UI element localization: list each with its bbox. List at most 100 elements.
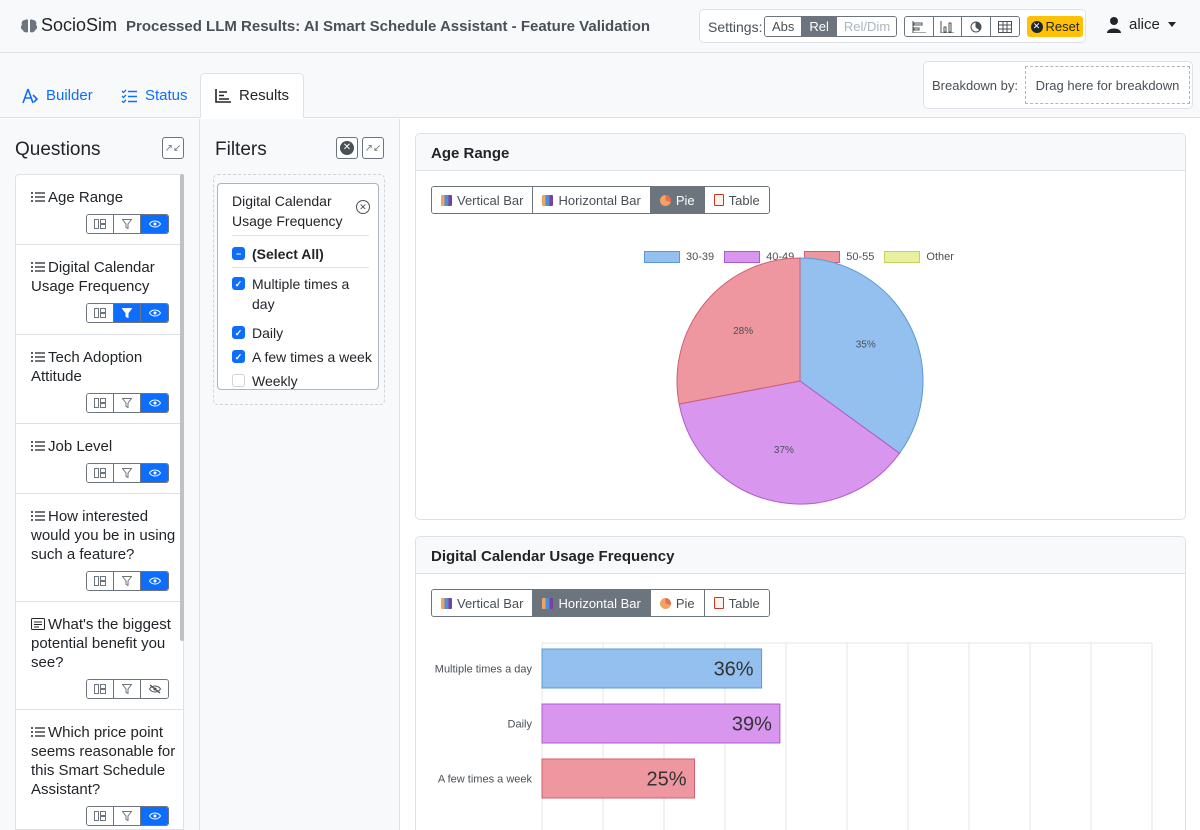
calendar-chart-type-tabs: Vertical Bar Horizontal Bar Pie Table	[431, 589, 770, 617]
pie-slice-40-49[interactable]	[678, 380, 901, 505]
breakdown-button[interactable]	[87, 464, 114, 482]
horizontal-bar-tab[interactable]: Horizontal Bar	[533, 187, 651, 213]
clipboard-icon	[713, 597, 724, 609]
pie-chart-icon	[659, 597, 671, 609]
pie-chart-button[interactable]	[962, 17, 991, 36]
pie-tab[interactable]: Pie	[650, 590, 705, 616]
remove-filter-icon[interactable]: ✕	[356, 200, 370, 214]
horizontal-bar-chart-button[interactable]	[905, 17, 934, 36]
clear-filters-button[interactable]: ✕	[336, 137, 358, 159]
visibility-button[interactable]	[141, 807, 168, 825]
tab-builder-label: Builder	[46, 87, 93, 104]
question-label: Job Level	[31, 437, 176, 456]
question-item[interactable]: What's the biggest potential benefit you…	[16, 602, 183, 710]
tab-status[interactable]: Status	[107, 73, 202, 118]
builder-icon	[22, 88, 38, 103]
visibility-button[interactable]	[141, 394, 168, 412]
columns-icon	[94, 308, 106, 318]
user-menu[interactable]: alice	[1107, 16, 1176, 33]
question-list-scrollbar[interactable]	[180, 174, 184, 641]
bar-chart-icon	[542, 194, 554, 206]
question-label: Tech Adoption Attitude	[31, 348, 176, 386]
question-list: Age Range Digital Calendar Usage Frequenc…	[15, 174, 184, 830]
question-item[interactable]: Age Range	[16, 175, 183, 245]
text-icon	[31, 618, 45, 630]
age-chart-type-tabs: Vertical Bar Horizontal Bar Pie Table	[431, 186, 770, 214]
legend-swatch-30-39	[644, 251, 680, 263]
filter-button[interactable]	[114, 572, 141, 590]
pie-tab[interactable]: Pie	[650, 187, 705, 213]
visibility-button[interactable]	[141, 215, 168, 233]
question-item[interactable]: Tech Adoption Attitude	[16, 335, 183, 424]
filter-drop-zone[interactable]: Digital Calendar Usage Frequency ✕ − (Se…	[213, 174, 385, 405]
filter-card: Digital Calendar Usage Frequency ✕ − (Se…	[217, 183, 379, 390]
table-view-button[interactable]	[990, 17, 1019, 36]
collapse-arrows-icon: ↗↙	[164, 142, 182, 154]
mode-rel-button[interactable]: Rel	[802, 17, 837, 36]
filter-option-label: A few times a week	[252, 349, 372, 365]
visibility-button[interactable]	[141, 680, 168, 698]
settings-label: Settings:	[708, 19, 763, 35]
mode-rel-dim-button[interactable]: Rel/Dim	[836, 17, 896, 36]
check-icon: ✓	[232, 350, 245, 363]
question-actions	[86, 214, 169, 234]
bar-1[interactable]	[541, 703, 781, 744]
tab-status-label: Status	[145, 87, 188, 104]
table-tab[interactable]: Table	[704, 187, 769, 213]
visibility-button[interactable]	[141, 464, 168, 482]
question-item[interactable]: How interested would you be in using suc…	[16, 494, 183, 602]
vertical-bar-tab[interactable]: Vertical Bar	[432, 187, 534, 213]
bar-0[interactable]	[541, 648, 763, 689]
question-item[interactable]: Digital Calendar Usage Frequency	[16, 245, 183, 335]
list-icon	[31, 262, 45, 272]
filter-option-checkbox[interactable]: Weekly	[232, 371, 372, 391]
breakdown-button[interactable]	[87, 807, 114, 825]
filter-button[interactable]	[114, 394, 141, 412]
results-panel: Age Range Vertical Bar Horizontal Bar Pi…	[400, 119, 1200, 830]
filter-question-name: Digital Calendar Usage Frequency	[232, 193, 343, 229]
question-item[interactable]: Job Level	[16, 424, 183, 494]
filter-button[interactable]	[114, 807, 141, 825]
filter-button[interactable]	[114, 304, 141, 322]
age-range-card: Age Range Vertical Bar Horizontal Bar Pi…	[415, 133, 1186, 520]
breakdown-button[interactable]	[87, 394, 114, 412]
filter-divider	[232, 235, 369, 236]
funnel-icon	[122, 308, 132, 318]
tab-results-label: Results	[239, 87, 290, 104]
filter-button[interactable]	[114, 680, 141, 698]
questions-title: Questions	[15, 139, 101, 160]
question-item[interactable]: Which price point seems reasonable for t…	[16, 710, 183, 829]
vertical-bar-tab[interactable]: Vertical Bar	[432, 590, 534, 616]
select-all-checkbox[interactable]: − (Select All)	[232, 244, 372, 264]
horizontal-bar-tab[interactable]: Horizontal Bar	[533, 590, 651, 616]
brand[interactable]: SocioSim	[20, 15, 117, 36]
questions-collapse-button[interactable]: ↗↙	[162, 137, 184, 159]
filter-divider	[232, 267, 369, 268]
breakdown-button[interactable]	[87, 572, 114, 590]
brain-icon	[20, 18, 38, 32]
visibility-button[interactable]	[141, 304, 168, 322]
breakdown-button[interactable]	[87, 680, 114, 698]
filter-option-checkbox[interactable]: ✓ Multiple times a day	[232, 274, 372, 314]
filters-collapse-button[interactable]: ↗↙	[362, 137, 384, 159]
columns-icon	[94, 398, 106, 408]
tab-builder[interactable]: Builder	[8, 73, 107, 118]
pie-slice-30-39[interactable]	[799, 257, 924, 454]
pie-slice-50-55[interactable]	[676, 257, 801, 405]
mode-abs-button[interactable]: Abs	[765, 17, 803, 36]
filter-button[interactable]	[114, 464, 141, 482]
filter-option-checkbox[interactable]: ✓ A few times a week	[232, 347, 372, 367]
pie-slice-label: 35%	[856, 339, 876, 350]
filter-button[interactable]	[114, 215, 141, 233]
tab-results[interactable]: Results	[200, 73, 305, 118]
breakdown-drop-zone[interactable]: Drag here for breakdown	[1025, 66, 1190, 104]
vertical-bar-chart-button[interactable]	[933, 17, 962, 36]
funnel-icon	[122, 811, 132, 821]
bar-2[interactable]	[541, 758, 695, 799]
breakdown-button[interactable]	[87, 304, 114, 322]
table-tab[interactable]: Table	[704, 590, 769, 616]
filter-option-checkbox[interactable]: ✓ Daily	[232, 323, 372, 343]
breakdown-button[interactable]	[87, 215, 114, 233]
visibility-button[interactable]	[141, 572, 168, 590]
reset-button[interactable]: ✕ Reset	[1027, 16, 1083, 37]
